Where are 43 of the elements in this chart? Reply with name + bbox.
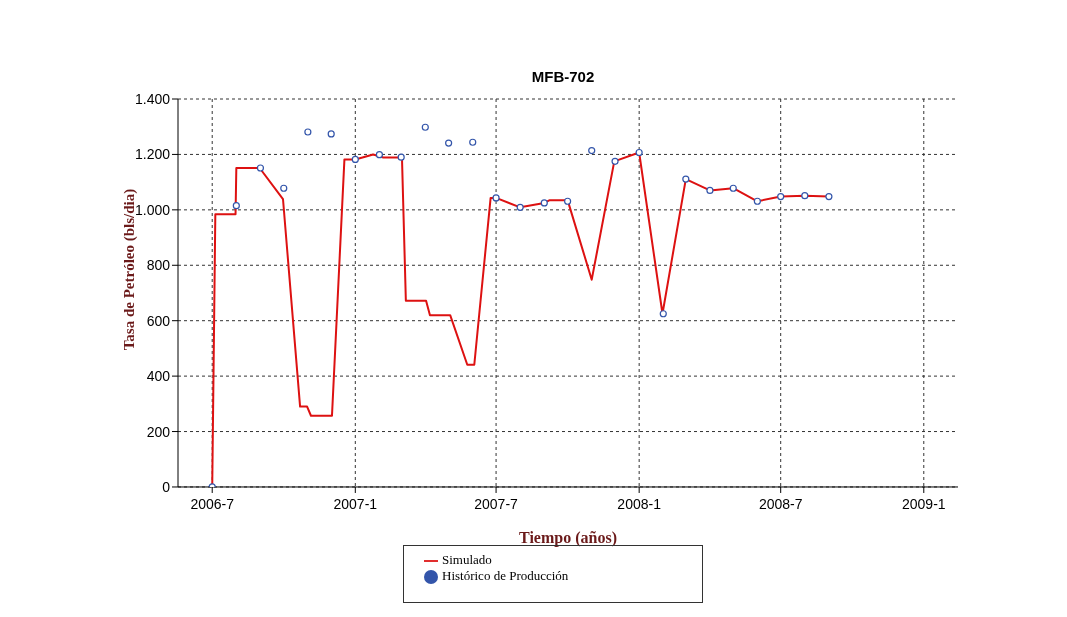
point — [375, 151, 384, 159]
point — [540, 199, 548, 207]
point — [682, 175, 690, 183]
point — [304, 128, 312, 136]
y-tick-label: 1.200 — [134, 146, 171, 163]
y-tick-label: 200 — [146, 423, 171, 440]
point — [492, 194, 500, 202]
y-tick-label: 800 — [146, 257, 171, 274]
point — [351, 155, 359, 164]
point — [706, 186, 714, 195]
point — [256, 164, 265, 172]
point — [469, 138, 477, 146]
point — [397, 153, 405, 161]
point — [729, 184, 737, 192]
point — [753, 197, 761, 205]
chart-title: MFB-702 — [530, 68, 596, 85]
point — [232, 202, 240, 210]
point — [280, 184, 288, 192]
x-tick-label: 2007-7 — [474, 495, 519, 512]
point — [327, 130, 335, 138]
x-tick-label: 2009-1 — [901, 495, 946, 512]
point — [825, 192, 833, 201]
point — [421, 123, 429, 131]
legend-label: Histórico de Producción — [442, 567, 569, 583]
point — [516, 203, 524, 211]
point — [635, 148, 643, 157]
point — [611, 157, 619, 165]
x-axis-title: Tiempo (años) — [519, 528, 617, 547]
x-tick-label: 2008-1 — [617, 495, 662, 512]
point — [659, 310, 667, 318]
y-tick-label: 0 — [162, 478, 171, 495]
point — [801, 192, 809, 200]
point — [588, 146, 596, 155]
legend-label: Simulado — [442, 551, 492, 567]
y-tick-label: 600 — [146, 312, 171, 329]
point — [445, 139, 453, 147]
y-tick-label: 1.400 — [134, 90, 171, 107]
x-tick-label: 2006-7 — [190, 495, 235, 512]
y-tick-label: 400 — [146, 368, 171, 385]
point — [564, 197, 572, 205]
x-tick-label: 2007-1 — [333, 495, 378, 512]
x-tick-label: 2008-7 — [758, 495, 803, 512]
point — [777, 192, 785, 201]
